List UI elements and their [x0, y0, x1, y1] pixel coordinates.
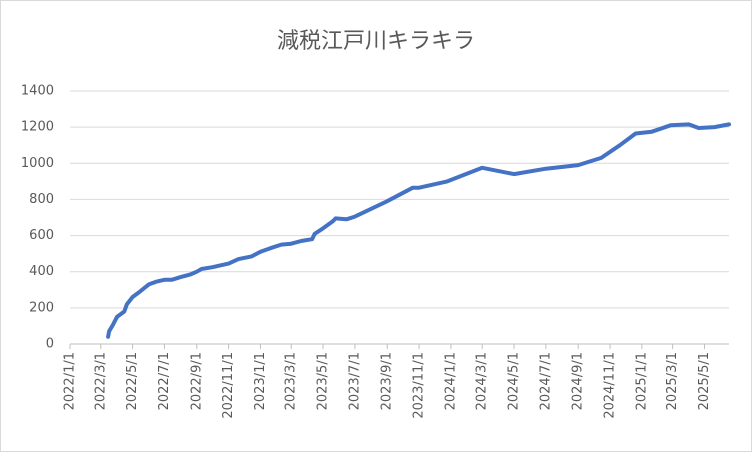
- x-tick-label: 2024/1/1: [443, 352, 458, 410]
- x-tick-label: 2023/5/1: [316, 352, 331, 410]
- x-tick-label: 2025/3/1: [665, 352, 680, 410]
- chart-title: 減税江戸川キラキラ: [277, 29, 475, 54]
- y-tick-label: 200: [29, 300, 54, 315]
- x-tick-label: 2023/1/1: [253, 352, 268, 410]
- x-tick-label: 2022/3/1: [93, 352, 108, 410]
- y-tick-label: 800: [29, 192, 54, 207]
- x-tick-label: 2022/9/1: [189, 352, 204, 410]
- x-tick-label: 2022/5/1: [125, 352, 140, 410]
- x-tick-label: 2025/5/1: [697, 352, 712, 410]
- y-tick-label: 1000: [21, 156, 54, 171]
- data-line: [106, 122, 731, 339]
- x-tick-label: 2023/11/1: [412, 352, 427, 419]
- y-tick-label: 1400: [21, 84, 54, 99]
- x-tick-label: 2022/11/1: [221, 352, 236, 419]
- x-tick-label: 2024/3/1: [475, 352, 490, 410]
- y-tick-label: 400: [29, 264, 54, 279]
- y-tick-label: 600: [29, 228, 54, 243]
- x-tick-label: 2024/5/1: [507, 352, 522, 410]
- x-tick-label: 2022/1/1: [63, 352, 78, 410]
- x-tick-label: 2023/7/1: [347, 352, 362, 410]
- y-tick-label: 1200: [21, 120, 54, 135]
- x-tick-label: 2023/3/1: [284, 352, 299, 410]
- x-tick-label: 2023/9/1: [380, 352, 395, 410]
- x-tick-label: 2024/11/1: [603, 352, 618, 419]
- x-tick-label: 2024/7/1: [538, 352, 553, 410]
- x-tick-label: 2022/7/1: [157, 352, 172, 410]
- x-tick-label: 2025/1/1: [634, 352, 649, 410]
- x-tick-label: 2024/9/1: [571, 352, 586, 410]
- y-tick-label: 0: [46, 337, 54, 352]
